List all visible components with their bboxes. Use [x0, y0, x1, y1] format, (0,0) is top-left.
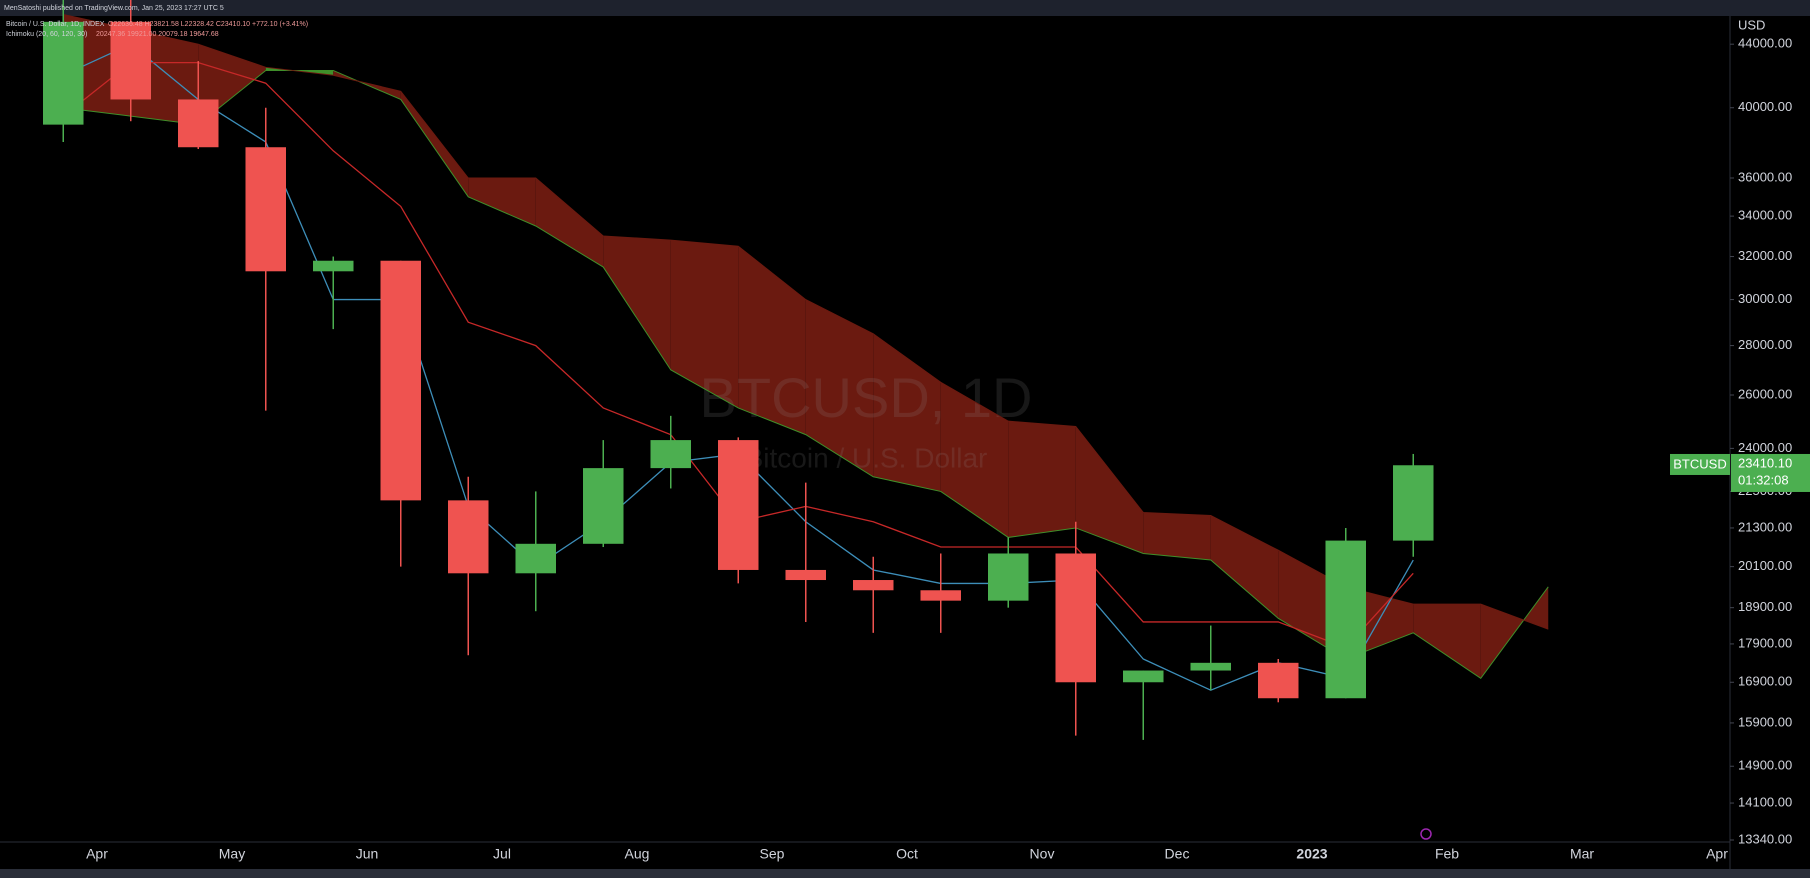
y-tick-label: 14100.00: [1738, 794, 1792, 809]
y-tick-label: 36000.00: [1738, 169, 1792, 184]
cloud-segment: [805, 299, 874, 477]
candles-layer: [43, 0, 1434, 740]
cloud-segment: [940, 382, 1009, 538]
candle-body: [1123, 670, 1164, 683]
candle-body: [853, 580, 894, 591]
cloud-segment: [738, 246, 806, 435]
cloud-segment: [1008, 421, 1076, 538]
published-note: MenSatoshi published on TradingView.com,…: [4, 5, 224, 12]
x-tick-label: Sep: [760, 846, 785, 862]
candle-body: [1393, 465, 1434, 541]
watermark-subtitle: Bitcoin / U.S. Dollar: [745, 442, 988, 473]
y-tick-label: 16900.00: [1738, 674, 1792, 689]
x-tick-label: Oct: [896, 846, 918, 862]
candle-body: [43, 21, 84, 125]
legend-ohlc: O22636.48 H23821.58 L22328.42 C23410.10 …: [108, 21, 308, 28]
x-tick-label: Apr: [1706, 846, 1728, 862]
leading-span-a: [63, 69, 1549, 680]
candle-body: [650, 440, 691, 469]
x-tick-label: Dec: [1165, 846, 1190, 862]
candle-body: [1325, 540, 1366, 699]
y-tick-label: 44000.00: [1738, 36, 1792, 51]
y-tick-label: 24000.00: [1738, 440, 1792, 455]
cloud-segment: [468, 178, 536, 226]
y-tick-label: 26000.00: [1738, 386, 1792, 401]
x-tick-label: 2023: [1296, 846, 1327, 862]
tag-symbol-box: [1670, 453, 1730, 475]
y-tick-label: 13340.00: [1738, 831, 1792, 846]
y-tick-label: 32000.00: [1738, 248, 1792, 263]
tag-symbol: BTCUSD: [1673, 456, 1726, 471]
cloud-segment: [873, 333, 941, 492]
x-tick-label: Apr: [86, 846, 108, 862]
candle-body: [988, 553, 1029, 601]
candle-body: [448, 500, 489, 574]
candle-body: [178, 99, 219, 148]
cloud-segment: [535, 178, 604, 268]
cloud-segment: [1210, 515, 1279, 619]
x-tick-label: May: [219, 846, 245, 862]
candle-body: [1190, 662, 1231, 671]
cloud-segment: [670, 240, 739, 408]
candle-body: [380, 260, 421, 501]
y-tick-label: 21300.00: [1738, 519, 1792, 534]
tag-countdown: 01:32:08: [1738, 472, 1789, 487]
leading-span-b: [63, 14, 1549, 630]
cloud-segment: [1075, 426, 1144, 554]
candle-body: [245, 147, 286, 272]
event-icon[interactable]: [1420, 828, 1432, 840]
y-tick-label: 30000.00: [1738, 291, 1792, 306]
legend-indicator: Ichimoku (20, 60, 120, 30): [6, 31, 87, 38]
price-tag: BTCUSD 23410.10 01:32:08: [1670, 453, 1810, 492]
y-axis-label: USD: [1738, 17, 1765, 32]
cloud-segment: [1413, 604, 1481, 679]
tag-price: 23410.10: [1738, 455, 1792, 470]
candle-body: [1258, 662, 1299, 699]
bottom-bar: [0, 869, 1810, 878]
x-tick-label: Jul: [493, 846, 511, 862]
x-tick-label: Nov: [1030, 846, 1055, 862]
x-tick-label: Mar: [1570, 846, 1594, 862]
cloud-segment: [603, 236, 671, 370]
y-tick-label: 40000.00: [1738, 99, 1792, 114]
candle-body: [1055, 553, 1096, 683]
cloud-segment: [400, 91, 469, 197]
y-tick-label: 18900.00: [1738, 599, 1792, 614]
candle-body: [313, 260, 354, 272]
x-tick-label: Aug: [625, 846, 650, 862]
x-tick-label: Feb: [1435, 846, 1459, 862]
watermark-title: BTCUSD, 1D: [700, 366, 1033, 429]
candle-body: [718, 440, 759, 570]
y-tick-label: 28000.00: [1738, 337, 1792, 352]
candle-body: [785, 569, 826, 581]
legend-indicator-values: 20247.36 19921.00 20079.18 19647.68: [96, 31, 219, 38]
y-tick-label: 14900.00: [1738, 758, 1792, 773]
top-bar: [0, 0, 1810, 16]
candle-body: [515, 543, 556, 574]
y-tick-label: 34000.00: [1738, 208, 1792, 223]
candle-body: [920, 590, 961, 601]
y-tick-label: 20100.00: [1738, 558, 1792, 573]
cloud-segment: [1143, 512, 1211, 561]
candle-body: [110, 21, 151, 100]
candle-body: [583, 468, 624, 544]
y-tick-label: 17900.00: [1738, 635, 1792, 650]
tag-price-box: [1731, 453, 1810, 492]
y-tick-label: 15900.00: [1738, 714, 1792, 729]
legend-symbol: Bitcoin / U.S. Dollar, 1D, INDEX: [6, 21, 105, 28]
axis-layer: 44000.00 40000.00 36000.00 34000.00 32000.00…: [86, 36, 1792, 862]
x-tick-label: Jun: [356, 846, 379, 862]
